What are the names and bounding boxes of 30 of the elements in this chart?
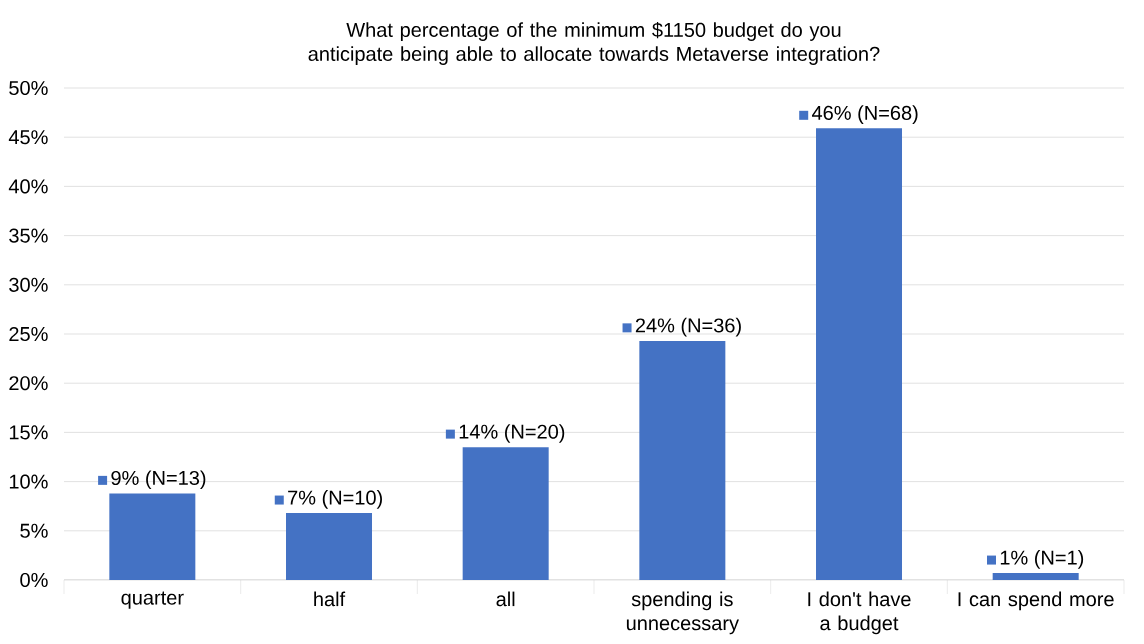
data-label: 14% (N=20) [459,424,565,443]
y-tick-label: 0% [20,572,48,588]
y-tick-label: 30% [9,277,48,292]
bar [639,340,726,581]
x-tick-label: I can spend more [958,591,1114,611]
data-label: 1% (N=1) [1000,550,1084,569]
y-tick-label: 25% [9,326,48,342]
data-label: 46% (N=68) [812,105,918,124]
y-tick-label: 20% [9,376,48,391]
y-tick-label: 15% [9,425,48,440]
x-tick-label: half [314,591,346,607]
y-tick-label: 40% [8,179,48,194]
x-tick-label: all [496,591,515,607]
bar [462,447,549,581]
data-label: 7% (N=10) [288,490,382,509]
x-tick-label: spending is unnecessary [626,591,739,635]
y-tick-label: 10% [9,474,48,489]
y-tick-label: 45% [8,130,48,145]
bar [286,513,372,581]
bar [816,128,903,581]
y-tick-label: 50% [9,80,48,96]
data-label: 24% (N=36) [635,317,741,337]
bar [992,573,1079,581]
chart-title: What percentage of the minimum $1150 budget do you anticipate being able to allocate towards Metaverse integration? [308,21,880,65]
x-tick-label: I don't have a budget [808,591,911,635]
y-tick-label: 35% [9,228,48,243]
y-tick-label: 5% [20,523,48,538]
data-label: 9% (N=13) [111,470,206,490]
x-tick-label: quarter [121,591,184,609]
bar [109,493,196,581]
